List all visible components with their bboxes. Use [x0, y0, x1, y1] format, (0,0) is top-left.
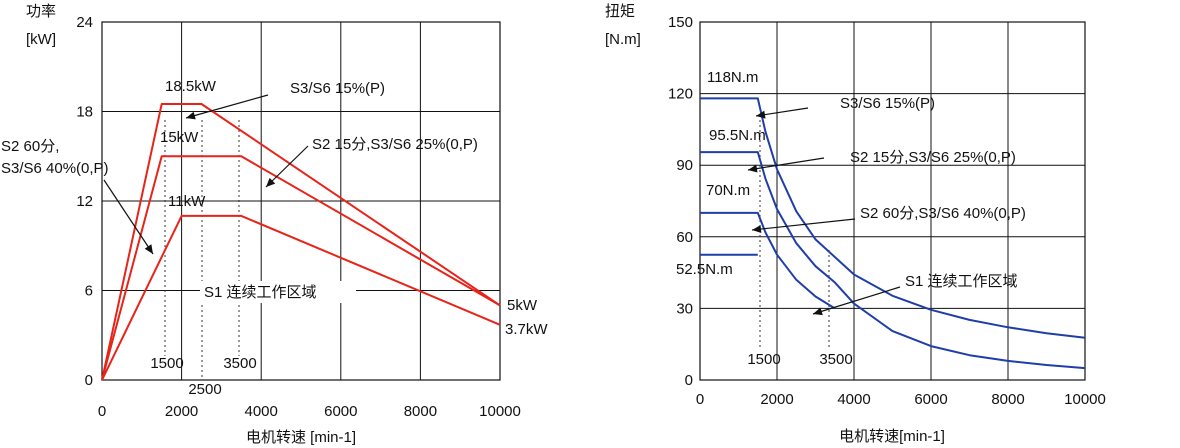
torque-speed-marker-label: 3500: [819, 351, 852, 368]
torque-annotation-text: 95.5N.m: [709, 127, 766, 144]
torque-speed-marker-label: 1500: [747, 351, 780, 368]
torque-y-axis-label: [N.m]: [605, 31, 641, 48]
power-curve-1: [101, 103, 501, 381]
torque-arrowhead: [748, 164, 758, 173]
torque-y-tick-label: 60: [676, 229, 693, 246]
power-annotation-text: S1 连续工作区域: [204, 284, 317, 301]
power-x-tick-label: 8000: [404, 403, 437, 420]
torque-x-tick-label: 10000: [1064, 391, 1106, 408]
power-annotation-text: S2 15分,S3/S6 25%(0,P): [312, 136, 478, 153]
power-arrowhead: [186, 111, 196, 120]
power-annotation-text: 5kW: [507, 297, 538, 314]
torque-arrowhead: [813, 307, 823, 316]
power-annotation-text: S2 60分,: [1, 138, 59, 155]
torque-x-tick-label: 6000: [914, 391, 947, 408]
power-annotation-text: 18.5kW: [165, 78, 217, 95]
torque-y-tick-label: 150: [668, 14, 693, 31]
power-speed-marker-label: 2500: [188, 381, 221, 398]
torque-annotation-arrow: [751, 218, 856, 231]
power-y-tick-label: 18: [76, 104, 93, 121]
power-x-tick-label: 10000: [479, 403, 521, 420]
torque-x-tick-label: 8000: [991, 391, 1024, 408]
torque-y-tick-label: 0: [685, 372, 693, 389]
torque-y-tick-label: 120: [668, 86, 693, 103]
torque-annotation-text: 52.5N.m: [676, 261, 733, 278]
torque-x-tick-label: 2000: [760, 391, 793, 408]
power-chart: 0 2000 4000 6000 8000 10000 0 6 12 18 24 功率 [kW] 电机转速…: [1, 3, 548, 446]
torque-y-tick-label: 30: [676, 300, 693, 317]
power-annotation-arrow: [185, 94, 269, 119]
torque-annotation-text: 118N.m: [707, 69, 758, 86]
power-arrowhead: [266, 177, 276, 187]
power-y-tick-label: 0: [85, 372, 93, 389]
torque-curve-3: [700, 211, 836, 310]
torque-arrowhead: [752, 225, 762, 234]
torque-annotation-text: S2 15分,S3/S6 25%(0,P): [850, 149, 1016, 166]
torque-annotation-text: S2 60分,S3/S6 40%(0,P): [860, 205, 1026, 222]
torque-annotation-arrow: [747, 157, 825, 171]
power-y-axis-label: [kW]: [26, 31, 56, 48]
power-x-tick-label: 6000: [324, 403, 357, 420]
torque-y-tick-label: 90: [676, 157, 693, 174]
torque-x-axis-label: 电机转速[min-1]: [839, 428, 945, 445]
power-arrowhead: [144, 244, 153, 254]
torque-x-tick-label: 0: [696, 391, 704, 408]
power-annotation-arrow: [265, 145, 309, 188]
power-y-tick-label: 24: [76, 14, 93, 31]
torque-x-tick-label: 4000: [837, 391, 870, 408]
power-y-axis-label: 功率: [26, 3, 56, 20]
power-annotation-text: 15kW: [160, 129, 199, 146]
torque-annotation-text: S3/S6 15%(P): [840, 95, 935, 112]
power-speed-marker-label: 3500: [223, 355, 256, 372]
torque-annotation-arrow: [812, 286, 901, 315]
power-annotation-text: S3/S6 15%(P): [290, 80, 385, 97]
power-x-tick-label: 2000: [165, 403, 198, 420]
power-annotation-text: 3.7kW: [505, 321, 548, 338]
power-y-tick-label: 6: [85, 283, 93, 300]
power-x-tick-label: 4000: [245, 403, 278, 420]
torque-annotation-text: 70N.m: [706, 182, 750, 199]
power-annotation-arrow: [103, 179, 154, 255]
torque-curve-1: [700, 97, 1086, 339]
torque-y-axis-label: 扭矩: [605, 3, 635, 20]
power-annotation-text: 11kW: [168, 193, 206, 210]
torque-plot-frame: [699, 21, 1086, 381]
power-x-tick-label: 0: [98, 403, 106, 420]
torque-curve-2: [700, 151, 1086, 370]
power-annotation-background: [200, 281, 356, 303]
power-annotation-text: S3/S6 40%(0,P): [1, 160, 109, 177]
power-curve-2: [101, 155, 501, 381]
power-x-axis-label: 电机转速 [min-1]: [246, 429, 356, 446]
torque-annotation-text: S1 连续工作区域: [905, 273, 1018, 290]
power-speed-marker-label: 1500: [150, 355, 183, 372]
torque-chart: 0 2000 4000 6000 8000 10000 0 30 60 90 120 150 扭矩 [N.…: [605, 3, 1106, 445]
power-curve-3: [101, 214, 501, 381]
torque-arrowhead: [756, 110, 766, 119]
power-y-tick-label: 12: [76, 193, 93, 210]
